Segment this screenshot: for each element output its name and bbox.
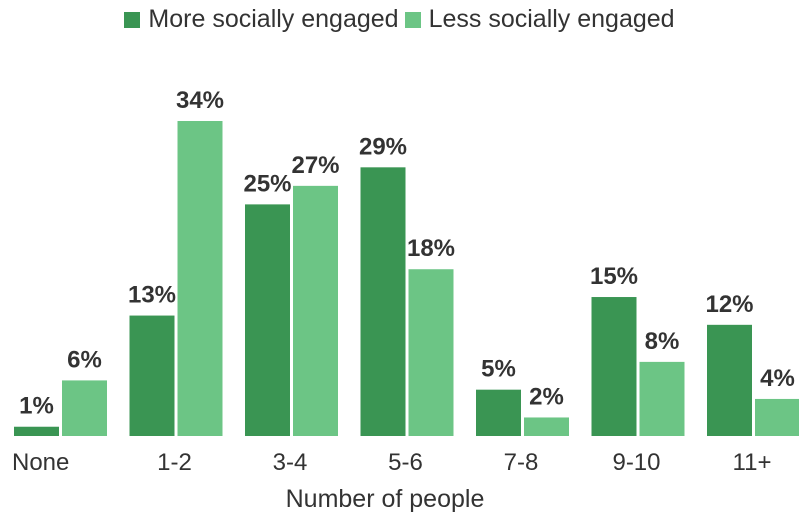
x-tick-label-11+: 11+	[733, 449, 772, 476]
data-label-more-1-2: 13%	[128, 282, 176, 309]
legend-swatch-more	[124, 11, 141, 28]
data-label-more-None: 1%	[19, 393, 54, 420]
bar-less-3-4	[293, 185, 338, 436]
x-tick-label-3-4: 3-4	[273, 449, 308, 476]
bar-more-1-2	[129, 315, 175, 436]
data-labels-group: 1% 6% 13% 34% 25%27% 29% 18% 5% 2% 15% 8% 12% 4%	[19, 87, 795, 420]
bar-more-5-6	[360, 167, 406, 436]
data-label-more-3-4: 25%	[243, 170, 291, 197]
bars-group	[14, 121, 799, 436]
data-label-less-1-2: 34%	[176, 87, 224, 114]
legend-item-more: More socially engaged	[124, 5, 399, 34]
x-tick-label-7-8: 7-8	[504, 449, 539, 476]
data-label-more-5-6: 29%	[359, 133, 407, 160]
data-label-less-None: 6%	[67, 346, 102, 373]
bar-more-None	[14, 426, 59, 436]
data-label-less-7-8: 2%	[529, 383, 564, 410]
x-tick-label-1-2: 1-2	[157, 449, 192, 476]
bar-less-5-6	[408, 269, 454, 436]
x-tick-label-None: None	[12, 449, 69, 476]
legend-label-more: More socially engaged	[148, 5, 399, 33]
data-label-more-11+: 12%	[705, 291, 753, 318]
bar-less-7-8	[524, 417, 569, 436]
x-axis-label: Number of people	[286, 485, 485, 513]
data-label-less-5-6: 18%	[407, 235, 455, 262]
bar-less-9-10	[639, 361, 685, 436]
legend: More socially engaged Less socially enga…	[0, 5, 799, 34]
data-label-more-9-10: 15%	[590, 263, 638, 290]
bar-less-None	[62, 380, 107, 436]
data-label-less-3-4: 27%	[291, 152, 339, 179]
data-label-less-11+: 4%	[760, 365, 795, 392]
bar-more-7-8	[476, 389, 521, 436]
bar-less-1-2	[177, 121, 223, 436]
x-tick-label-9-10: 9-10	[612, 449, 660, 476]
legend-swatch-less	[404, 11, 421, 28]
bar-more-9-10	[591, 297, 637, 436]
bar-less-11+	[755, 398, 799, 436]
data-label-more-7-8: 5%	[481, 356, 516, 383]
bar-more-11+	[707, 324, 752, 436]
x-tick-labels-group: None 1-2 3-4 5-6 7-8 9-10 11+	[12, 449, 771, 476]
data-label-less-9-10: 8%	[645, 328, 680, 355]
bar-more-3-4	[245, 204, 290, 436]
legend-label-less: Less socially engaged	[428, 5, 675, 33]
x-tick-label-5-6: 5-6	[388, 449, 423, 476]
legend-item-less: Less socially engaged	[404, 5, 675, 34]
